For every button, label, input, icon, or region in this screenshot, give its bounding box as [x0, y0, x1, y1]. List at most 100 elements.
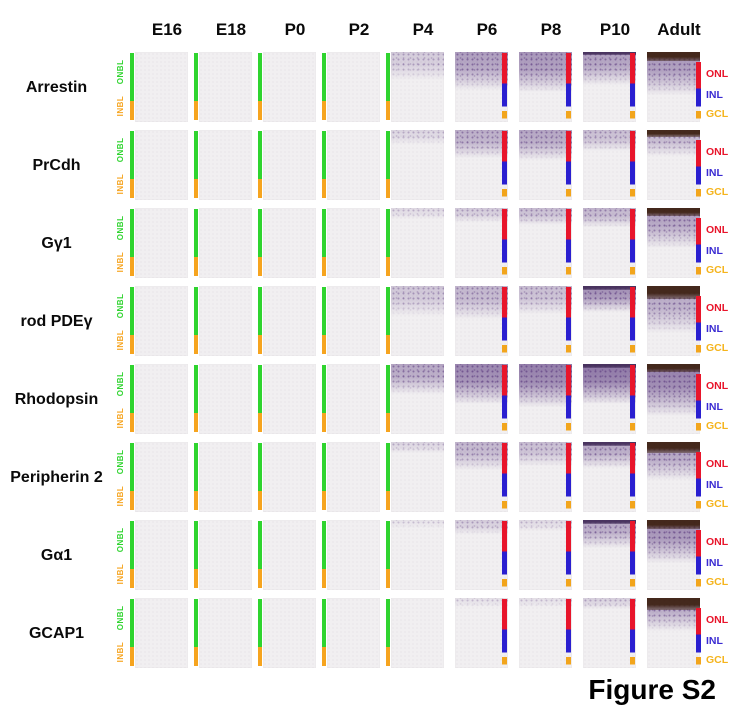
- micrograph-gcap1-p8: [519, 598, 572, 668]
- retina-layer-bar: [696, 131, 701, 199]
- nbl-layer-bar: [386, 287, 390, 355]
- column-header-e16: E16: [151, 20, 183, 39]
- inl-label: INL: [706, 557, 723, 570]
- inbl-label: INBL: [116, 251, 125, 273]
- column-header-p4: P4: [412, 20, 434, 39]
- micrograph-g-1-adult: ONL INL GCL: [647, 520, 728, 590]
- gcl-label: GCL: [706, 576, 729, 589]
- panel-cell: [386, 598, 455, 676]
- panel-cell: [322, 598, 391, 676]
- panel-cell: [322, 52, 391, 130]
- onbl-label: ONBL: [116, 527, 125, 552]
- panel-cell: [258, 520, 327, 598]
- column-header-p8: P8: [540, 20, 562, 39]
- panel-cell: [583, 130, 647, 208]
- nbl-layer-bar: [322, 131, 326, 199]
- onbl-label: ONBL: [116, 215, 125, 240]
- onl-label: ONL: [706, 379, 729, 392]
- inbl-label: INBL: [116, 485, 125, 507]
- panel-cell: [583, 520, 647, 598]
- micrograph-rhodopsin-p0: [258, 364, 316, 434]
- micrograph-arrestin-p2: [322, 52, 380, 122]
- micrograph-rod-pde-adult: ONL INL GCL: [647, 286, 728, 356]
- micrograph-peripherin-2-p8: [519, 442, 572, 512]
- nbl-layer-bar: [194, 443, 198, 511]
- gene-row-prcdh: PrCdh ONBL INBL ONL INL GCL: [0, 130, 728, 208]
- micrograph-arrestin-p8: [519, 52, 572, 122]
- nbl-layer-bar: [194, 287, 198, 355]
- micrograph-gcap1-p6: [455, 598, 508, 668]
- onl-label: ONL: [706, 301, 729, 314]
- gcl-label: GCL: [706, 342, 729, 355]
- panel-cell: [258, 364, 327, 442]
- panel-cell: [130, 442, 199, 520]
- retina-layer-bar: [696, 287, 701, 355]
- micrograph-peripherin-2-e16: [130, 442, 188, 512]
- panel-cell: [455, 442, 519, 520]
- micrograph-rhodopsin-p4: [386, 364, 444, 434]
- header-spacer: [113, 20, 135, 40]
- panel-cell: [455, 598, 519, 676]
- micrograph-prcdh-p4: [386, 130, 444, 200]
- nbl-layer-bar: [258, 287, 262, 355]
- nbl-layer-bar: [322, 365, 326, 433]
- panel-cell: [258, 286, 327, 364]
- micrograph-rod-pde-p6: [455, 286, 508, 356]
- inbl-label: INBL: [116, 641, 125, 663]
- onl-label: ONL: [706, 613, 729, 626]
- retina-layer-bar: [502, 131, 507, 199]
- gene-label: Peripherin 2: [10, 468, 103, 486]
- retina-layer-bar: [696, 521, 701, 589]
- onbl-label: ONBL: [116, 371, 125, 396]
- retina-layer-bar: [630, 287, 635, 355]
- retina-layer-bar: [502, 209, 507, 277]
- onl-label: ONL: [706, 67, 729, 80]
- micrograph-g-1-p8: [519, 520, 572, 590]
- inbl-label: INBL: [116, 563, 125, 585]
- nbl-layer-bar: [130, 209, 134, 277]
- micrograph-arrestin-e16: [130, 52, 188, 122]
- micrograph-g-1-p8: [519, 208, 572, 278]
- nbl-layer-bar: [322, 53, 326, 121]
- panel-cell: [130, 130, 199, 208]
- nbl-layer-bar: [322, 521, 326, 589]
- panel-cell: [519, 520, 583, 598]
- inl-label: INL: [706, 635, 723, 648]
- panel-cell: [194, 208, 263, 286]
- gene-label: Arrestin: [25, 78, 88, 96]
- micrograph-peripherin-2-p10: [583, 442, 636, 512]
- panel-cell: ONL INL GCL: [647, 364, 728, 442]
- micrograph-peripherin-2-p4: [386, 442, 444, 512]
- panel-cell: ONL INL GCL: [647, 442, 728, 520]
- micrograph-g-1-p0: [258, 208, 316, 278]
- panel-cell: [194, 598, 263, 676]
- micrograph-rod-pde-e18: [194, 286, 252, 356]
- nbl-layer-bar: [194, 209, 198, 277]
- panel-cell: [130, 598, 199, 676]
- micrograph-g-1-e18: [194, 520, 252, 590]
- panel-cell: [583, 52, 647, 130]
- nbl-layer-bar: [322, 599, 326, 667]
- nbl-layer-bar: [194, 365, 198, 433]
- figure-label: Figure S2: [588, 674, 716, 705]
- retina-layer-bar: [502, 521, 507, 589]
- panel-cell: [258, 130, 327, 208]
- gene-row-peripherin-2: Peripherin 2 ONBL INBL ONL INL GCL: [0, 442, 728, 520]
- micrograph-rhodopsin-p10: [583, 364, 636, 434]
- micrograph-peripherin-2-p2: [322, 442, 380, 512]
- retina-layer-bar: [696, 365, 701, 433]
- panel-cell: [519, 364, 583, 442]
- retina-layer-bar: [502, 53, 507, 121]
- nbl-layer-bar: [322, 209, 326, 277]
- panel-cell: [455, 286, 519, 364]
- nbl-layer-bar: [258, 443, 262, 511]
- nbl-layer-bar: [130, 131, 134, 199]
- gcl-label: GCL: [706, 186, 729, 199]
- onl-label: ONL: [706, 535, 729, 548]
- retina-layer-bar: [696, 209, 701, 277]
- panel-cell: [130, 520, 199, 598]
- micrograph-arrestin-e18: [194, 52, 252, 122]
- nbl-layer-bar: [194, 131, 198, 199]
- micrograph-g-1-e16: [130, 520, 188, 590]
